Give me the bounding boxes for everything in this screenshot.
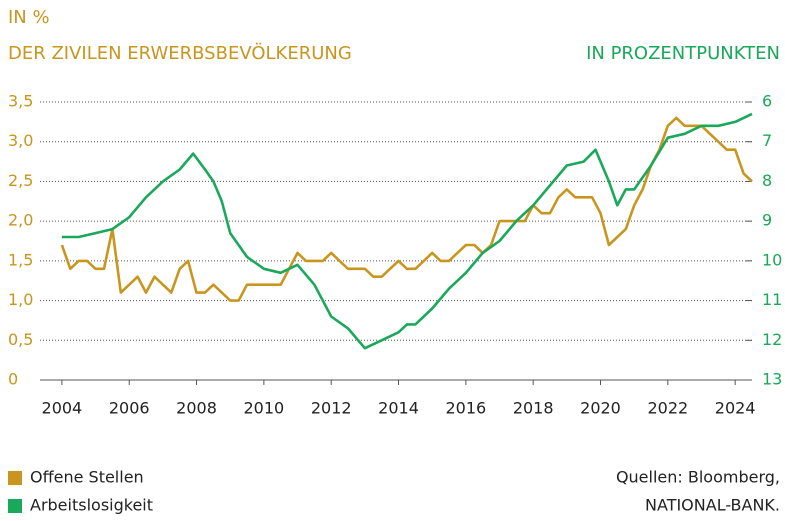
y2-tick-label: 12 [762, 330, 782, 349]
source: Quellen: Bloomberg, [616, 468, 780, 487]
x-tick-label: 2020 [580, 399, 621, 418]
x-tick-label: 2008 [176, 399, 217, 418]
series-line [61, 112, 753, 350]
y-tick-label: 0 [8, 370, 18, 389]
source: NATIONAL-BANK. [645, 496, 780, 515]
y-tick-label: 1,5 [8, 250, 33, 269]
series-line [60, 116, 753, 302]
y2-tick-label: 11 [762, 290, 782, 309]
x-tick-label: 2014 [378, 399, 419, 418]
legend-label: Arbeitslosigkeit [30, 496, 153, 515]
y-tick-label: 1,0 [8, 290, 33, 309]
x-tick-label: 2004 [42, 399, 83, 418]
y2-tick-label: 13 [762, 370, 782, 389]
y-tick-label: 0,5 [8, 330, 33, 349]
y2-tick-label: 8 [762, 171, 772, 190]
x-tick-label: 2012 [311, 399, 352, 418]
x-tick-label: 2024 [715, 399, 756, 418]
legend-swatch [8, 499, 22, 513]
x-tick-label: 2018 [513, 399, 554, 418]
y2-tick-label: 6 [762, 92, 772, 111]
x-tick-label: 2022 [647, 399, 688, 418]
legend-label: Offene Stellen [30, 468, 144, 487]
y2-tick-label: 7 [762, 131, 772, 150]
y-tick-label: 3,0 [8, 131, 33, 150]
x-tick-label: 2010 [244, 399, 285, 418]
y-axis-title: IN % [8, 7, 50, 28]
y2-tick-label: 9 [762, 211, 772, 230]
y-axis-title: DER ZIVILEN ERWERBSBEVÖLKERUNG [8, 42, 352, 64]
y-tick-label: 2,5 [8, 171, 33, 190]
legend-swatch [8, 471, 22, 485]
y2-axis-title: IN PROZENTPUNKTEN [586, 43, 780, 64]
x-tick-label: 2016 [445, 399, 486, 418]
y2-tick-label: 10 [762, 250, 782, 269]
y-tick-label: 2,0 [8, 211, 33, 230]
y-tick-label: 3,5 [8, 92, 33, 111]
x-tick-label: 2006 [109, 399, 150, 418]
